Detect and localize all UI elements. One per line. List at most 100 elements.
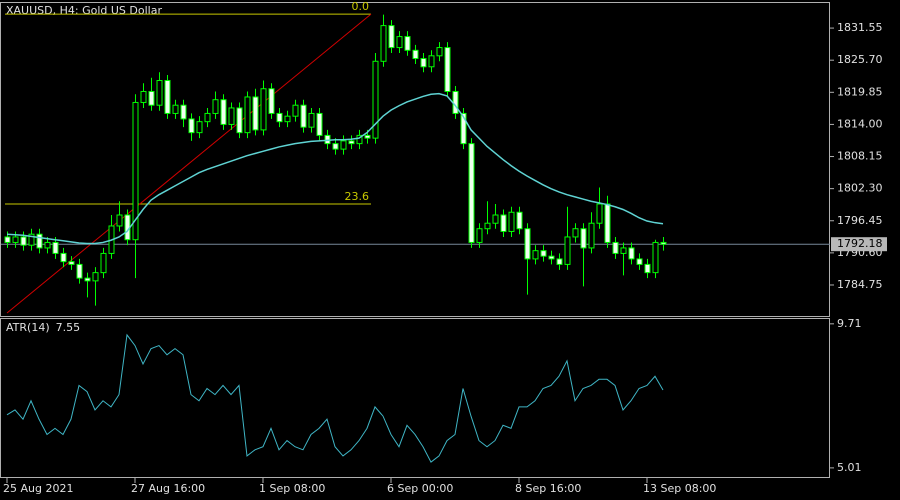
candle-body (148, 90, 155, 106)
candle-body (260, 88, 267, 131)
candle-body (404, 36, 411, 51)
fibo-level-label: 23.6 (345, 190, 370, 203)
candle-body (564, 236, 571, 265)
candle-body (36, 233, 43, 249)
x-tick-label: 8 Sep 16:00 (515, 482, 581, 495)
candle-body (180, 104, 187, 120)
y-tick-label: 1814.00 (837, 117, 883, 130)
x-tick-label: 6 Sep 00:00 (387, 482, 453, 495)
candle-body (132, 101, 139, 241)
candle-body (20, 236, 27, 246)
candle-body (452, 90, 459, 114)
atr-panel-frame (0, 318, 830, 478)
current-price-label: 1792.18 (837, 237, 883, 250)
candle-body (652, 241, 659, 274)
candle-body (252, 96, 259, 131)
candle-body (348, 140, 355, 145)
y-tick-label: 1802.30 (837, 182, 883, 195)
candle-body (340, 140, 347, 150)
candle-body (228, 107, 235, 125)
indicator-value: 7.55 (56, 321, 81, 334)
candle-body (396, 36, 403, 49)
candle-body (572, 228, 579, 238)
candle-body (292, 104, 299, 117)
candle-body (116, 214, 123, 227)
candle-body (420, 58, 427, 68)
candle-body (372, 60, 379, 139)
candle-body (196, 121, 203, 134)
candle-body (244, 96, 251, 134)
candle-body (220, 99, 227, 125)
candle-body (68, 261, 75, 265)
candle-body (140, 90, 147, 103)
candle-body (212, 99, 219, 114)
candle-body (60, 252, 67, 263)
candle-body (236, 107, 243, 134)
candle-body (76, 263, 83, 279)
candle-body (380, 25, 387, 62)
y-tick-label: 9.71 (837, 317, 862, 330)
main-panel-frame (0, 2, 830, 317)
indicator-line (6, 333, 664, 463)
y-tick-label: 1808.15 (837, 150, 883, 163)
candle-body (52, 241, 59, 254)
x-tick-label: 1 Sep 08:00 (259, 482, 325, 495)
candle-body (548, 255, 555, 260)
fibo-level-label: 0.0 (352, 0, 370, 13)
candle-body (284, 115, 291, 123)
candle-body (164, 80, 171, 114)
y-tick-label: 1831.55 (837, 21, 883, 34)
candle-body (364, 134, 371, 139)
candle-body (276, 112, 283, 123)
candle-body (532, 250, 539, 260)
candle-body (100, 252, 107, 274)
candle-body (588, 222, 595, 249)
trend-line (6, 13, 372, 314)
candle-body (204, 112, 211, 123)
x-tick-label: 13 Sep 08:00 (643, 482, 716, 495)
candle-body (596, 203, 603, 224)
candle-body (156, 80, 163, 106)
candle-body (4, 236, 11, 243)
candle-body (508, 211, 515, 232)
y-tick-label: 1796.45 (837, 214, 883, 227)
candle-body (428, 55, 435, 68)
y-tick-label: 1825.70 (837, 53, 883, 66)
candle-body (492, 214, 499, 224)
candle-body (636, 258, 643, 265)
candle-body (356, 134, 363, 145)
candle-body (556, 258, 563, 265)
candle-body (644, 263, 651, 274)
candle-body (628, 247, 635, 260)
candle-body (300, 104, 307, 128)
y-tick-label: 1784.75 (837, 278, 883, 291)
candle-body (604, 203, 611, 243)
candle-body (484, 222, 491, 230)
candle-body (444, 47, 451, 92)
candle-body (612, 241, 619, 254)
candle-body (332, 143, 339, 150)
candle-body (172, 104, 179, 114)
candle-body (476, 228, 483, 243)
candle-body (84, 277, 91, 282)
candle-body (44, 241, 51, 249)
candle-body (316, 112, 323, 136)
candle-body (620, 247, 627, 254)
indicator-name: ATR(14) (6, 321, 50, 334)
candle-body (516, 211, 523, 230)
candle-body (28, 233, 35, 246)
moving-average (6, 92, 664, 245)
candle-body (500, 214, 507, 232)
chart-title: XAUUSD, H4: Gold US Dollar (6, 4, 162, 17)
candle-body (12, 236, 19, 243)
candle-body (524, 228, 531, 260)
y-tick-label: 5.01 (837, 461, 862, 474)
candle-body (540, 250, 547, 257)
candle-body (460, 112, 467, 145)
candle-body (660, 241, 667, 245)
x-tick-label: 27 Aug 16:00 (131, 482, 205, 495)
candle-body (188, 118, 195, 134)
current-price-box (831, 237, 887, 252)
